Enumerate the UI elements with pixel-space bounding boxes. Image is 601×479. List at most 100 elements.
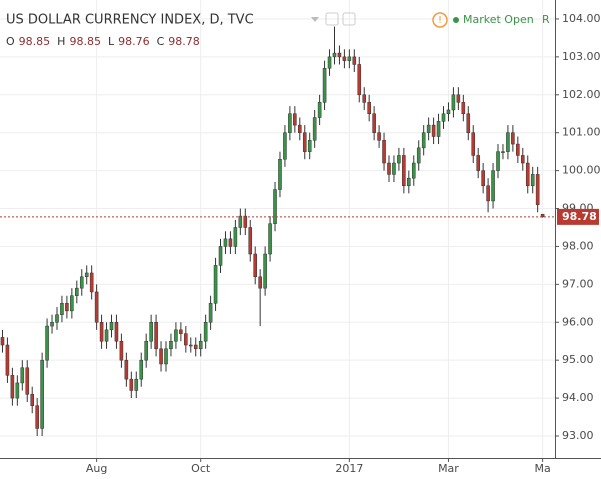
y-tick-label: 93.00 bbox=[562, 429, 594, 442]
candle-body bbox=[60, 303, 64, 315]
candle-body bbox=[332, 52, 337, 58]
candle-body bbox=[25, 367, 30, 395]
y-tick-label: 96.00 bbox=[562, 315, 594, 328]
candle-body bbox=[258, 276, 262, 289]
candle-body bbox=[20, 367, 25, 384]
candle-body bbox=[530, 174, 535, 187]
candle-body bbox=[104, 329, 109, 342]
candle-body bbox=[268, 223, 272, 255]
last-price-label: 98.78 bbox=[562, 210, 597, 223]
candle-body bbox=[89, 272, 94, 293]
candle-body bbox=[288, 113, 292, 133]
y-tick-label: 104.00 bbox=[562, 12, 601, 25]
candle-body bbox=[426, 124, 431, 133]
candle-body bbox=[540, 213, 545, 218]
candle-body bbox=[397, 155, 401, 164]
candle-body bbox=[94, 291, 99, 323]
candle-body bbox=[431, 124, 436, 137]
alert-mark: ! bbox=[438, 15, 442, 26]
candle-body bbox=[347, 56, 352, 61]
candle-body bbox=[164, 348, 168, 365]
x-tick-label: 2017 bbox=[335, 462, 363, 475]
candle-body bbox=[525, 162, 530, 187]
candle-body bbox=[223, 238, 228, 247]
candle-body bbox=[486, 185, 490, 202]
candle-body bbox=[402, 155, 406, 187]
candle-body bbox=[302, 132, 307, 152]
candle-body bbox=[169, 340, 173, 350]
y-tick-label: 98.00 bbox=[562, 239, 594, 252]
candle-body bbox=[5, 344, 10, 376]
candle-body bbox=[535, 174, 540, 205]
candle-body bbox=[263, 253, 267, 289]
candle-body bbox=[421, 132, 426, 149]
x-tick-label: Mar bbox=[438, 462, 459, 475]
ohlc-label: O bbox=[6, 35, 15, 48]
candle-body bbox=[75, 287, 79, 296]
candle-body bbox=[203, 322, 208, 342]
candle-body bbox=[144, 340, 148, 361]
candle-body bbox=[312, 117, 317, 141]
ohlc-value: 98.78 bbox=[168, 35, 200, 48]
candle-body bbox=[307, 140, 312, 152]
candles bbox=[0, 26, 555, 437]
alert-icon[interactable] bbox=[432, 12, 448, 28]
ohlc-label: C bbox=[157, 35, 165, 48]
close-icon[interactable] bbox=[342, 12, 356, 26]
y-tick-label: 94.00 bbox=[562, 391, 594, 404]
candle-body bbox=[357, 64, 362, 96]
candle-body bbox=[521, 155, 525, 164]
candle-body bbox=[342, 56, 347, 61]
candle-body bbox=[278, 158, 282, 190]
ohlc-legend: O 98.85 H 98.85 L 98.76 C 98.78 bbox=[6, 35, 200, 48]
candle-body bbox=[238, 215, 243, 228]
candle-body bbox=[293, 113, 297, 126]
candle-body bbox=[352, 56, 357, 65]
candle-body bbox=[184, 333, 188, 346]
candle-body bbox=[273, 189, 277, 224]
candle-body bbox=[79, 276, 84, 289]
candle-body bbox=[40, 359, 44, 429]
dropdown-icon[interactable] bbox=[311, 17, 319, 22]
candle-body bbox=[109, 322, 114, 331]
candle-body bbox=[253, 253, 257, 278]
candle-body bbox=[99, 322, 104, 342]
candle-body bbox=[471, 132, 476, 156]
y-tick-label: 100.00 bbox=[562, 164, 601, 177]
candle-body bbox=[179, 329, 183, 334]
candle-body bbox=[411, 162, 416, 179]
candle-body bbox=[55, 314, 59, 323]
ohlc-label: L bbox=[108, 35, 115, 48]
y-tick-label: 97.00 bbox=[562, 277, 594, 290]
settings-icon[interactable] bbox=[325, 12, 339, 26]
candle-body bbox=[367, 102, 371, 114]
candle-body bbox=[198, 340, 203, 350]
candle-body bbox=[327, 56, 332, 69]
market-status: Market Open bbox=[463, 13, 534, 26]
candle-body bbox=[511, 132, 515, 145]
candle-body bbox=[476, 155, 480, 171]
candle-body bbox=[84, 272, 89, 278]
candle-body bbox=[283, 132, 287, 160]
grid bbox=[0, 0, 555, 458]
candle-body bbox=[441, 113, 446, 122]
candle-body bbox=[218, 246, 223, 266]
x-tick-label: Oct bbox=[191, 462, 211, 475]
candle-body bbox=[154, 322, 158, 350]
candle-body bbox=[461, 102, 466, 114]
ohlc-value: 98.85 bbox=[69, 35, 101, 48]
candle-body bbox=[436, 121, 441, 137]
y-tick-label: 103.00 bbox=[562, 50, 601, 63]
market-status-extra: R bbox=[542, 13, 550, 26]
candle-body bbox=[466, 113, 471, 133]
candle-body bbox=[382, 140, 386, 164]
candle-body bbox=[114, 322, 119, 342]
status-dot bbox=[453, 17, 459, 23]
y-tick-label: 95.00 bbox=[562, 353, 594, 366]
candle-body bbox=[372, 113, 376, 133]
candle-body bbox=[228, 238, 233, 247]
x-tick-label: Aug bbox=[86, 462, 107, 475]
candle-body bbox=[15, 382, 20, 399]
candle-body bbox=[496, 151, 500, 171]
